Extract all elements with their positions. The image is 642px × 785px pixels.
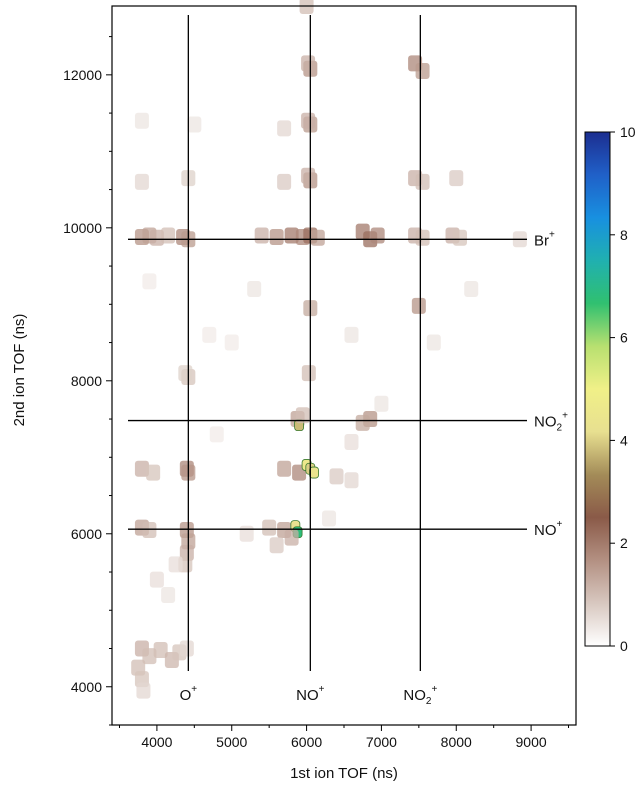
ion-labels: O+ NO+ NO2+ Br+ NO2+ NO+	[180, 229, 568, 707]
heatmap-cell	[449, 170, 464, 187]
x-axis-title: 1st ion TOF (ns)	[290, 765, 398, 782]
heatmap-cell	[329, 468, 344, 485]
colorbar-tick-label: 4	[620, 432, 628, 448]
colorbar-tick-label: 10	[620, 124, 636, 140]
heatmap-cell	[344, 433, 359, 450]
heatmap-cell	[142, 273, 157, 290]
heatmap-cell	[284, 529, 299, 546]
heatmap-cell	[301, 112, 316, 129]
heatmap-cell	[202, 326, 217, 343]
vertical-ion-label: NO+	[296, 684, 325, 704]
heatmap-cell	[149, 571, 164, 588]
heatmap-cell	[310, 229, 325, 246]
heatmap-cell	[168, 556, 183, 573]
heatmap-cell	[269, 228, 284, 245]
heatmap-cell	[374, 395, 389, 412]
y-tick-label: 4000	[71, 679, 102, 695]
guide-lines	[128, 15, 527, 671]
colorbar-tick-label: 2	[620, 535, 628, 551]
y-axis: 4000 6000 8000 10000 12000	[63, 36, 112, 726]
heatmap-cell	[426, 334, 441, 351]
heatmap-cell	[247, 281, 262, 298]
heatmap-cell	[415, 229, 430, 246]
heatmap-cell	[153, 642, 168, 659]
colorbar-tick-label: 0	[620, 638, 628, 654]
heatmap-cell	[299, 0, 314, 14]
x-tick-label: 8000	[441, 734, 472, 750]
heatmap-cell	[149, 229, 164, 246]
heatmap-cell	[415, 63, 430, 80]
heatmap-cell	[277, 120, 292, 137]
heatmap-cell	[142, 521, 157, 538]
heatmap-cell	[134, 173, 149, 190]
heatmap-cell	[134, 460, 149, 477]
heatmap-cell	[179, 640, 194, 657]
heatmap-cell	[301, 167, 316, 184]
heatmap-cell	[464, 281, 479, 298]
heatmap-cell	[178, 365, 193, 382]
heatmap-cell	[239, 525, 254, 542]
heatmap-cells	[131, 0, 527, 699]
colorbar-tick-label: 8	[620, 227, 628, 243]
colorbar-gradient	[584, 131, 611, 647]
heatmap-cell	[301, 365, 316, 382]
heatmap-cell	[301, 55, 316, 72]
heatmap-cell	[254, 227, 269, 244]
x-axis: 4000 5000 6000 7000 8000 9000	[118, 725, 570, 750]
y-axis-title: 2nd ion TOF (ns)	[11, 314, 28, 427]
vertical-ion-label: O+	[180, 684, 198, 704]
heatmap-cell	[136, 682, 151, 699]
heatmap-cell	[146, 464, 161, 481]
x-tick-label: 9000	[516, 734, 547, 750]
vertical-ion-label: NO2+	[403, 684, 437, 707]
heatmap-cell	[262, 519, 277, 536]
horizontal-ion-label: NO+	[534, 519, 563, 539]
heatmap-cell	[295, 407, 310, 424]
heatmap-cell	[309, 466, 319, 479]
horizontal-ion-label: NO2+	[534, 411, 568, 434]
x-tick-label: 4000	[141, 734, 172, 750]
colorbar-tick-label: 6	[620, 330, 628, 346]
heatmap-cell	[161, 227, 176, 244]
heatmap-cell	[142, 648, 157, 665]
heatmap-cell	[411, 297, 426, 314]
heatmap-cell	[187, 116, 202, 133]
heatmap-cell	[161, 586, 176, 603]
heatmap-cell	[277, 460, 292, 477]
heatmap-cell	[355, 414, 370, 431]
heatmap-cell	[453, 229, 467, 246]
horizontal-ion-label: Br+	[534, 229, 555, 249]
y-tick-label: 6000	[71, 526, 102, 542]
heatmap-cell	[269, 537, 284, 554]
y-tick-label: 10000	[63, 220, 102, 236]
heatmap-cell	[322, 510, 337, 527]
heatmap-cell	[209, 426, 224, 443]
x-tick-label: 7000	[366, 734, 397, 750]
y-tick-label: 8000	[71, 373, 102, 389]
x-tick-label: 6000	[291, 734, 322, 750]
y-tick-label: 12000	[63, 67, 102, 83]
x-tick-label: 5000	[216, 734, 247, 750]
heatmap-cell	[277, 173, 292, 190]
colorbar: 0 2 4 6 8 10	[584, 124, 636, 654]
heatmap-cell	[370, 227, 385, 244]
heatmap-cell	[224, 334, 239, 351]
heatmap-cell	[344, 472, 359, 489]
heatmap-cell	[344, 326, 359, 343]
heatmap-cell	[134, 112, 149, 129]
heatmap-cell	[415, 173, 430, 190]
